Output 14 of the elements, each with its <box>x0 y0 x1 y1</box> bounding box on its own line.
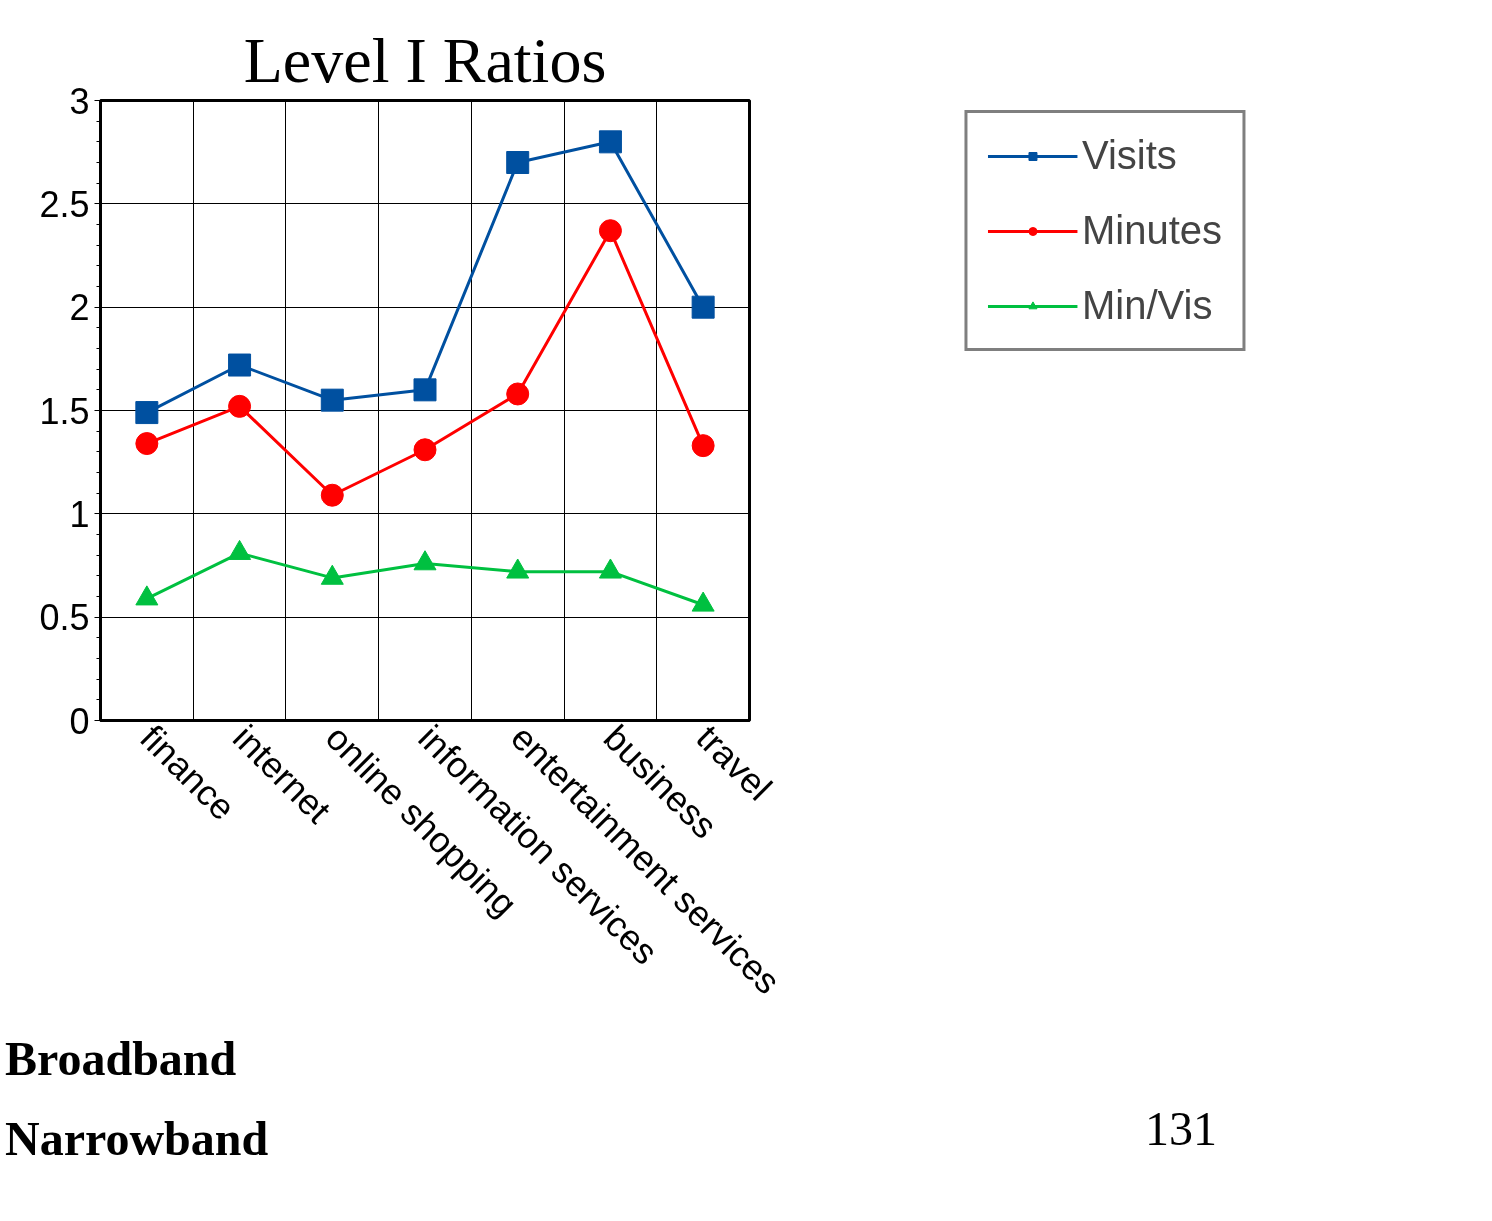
y-tick-label: 0 <box>69 700 90 742</box>
chart-title: Level I Ratios <box>243 24 607 96</box>
text: 131 <box>1145 1101 1217 1157</box>
y-tick-label: 1.5 <box>39 390 90 432</box>
text: Narrowband <box>5 1111 269 1167</box>
legend-label: Min/Vis <box>1081 283 1213 328</box>
legend-label: Minutes <box>1081 208 1223 253</box>
y-tick-label: 0.5 <box>39 597 90 639</box>
text: Broadband <box>5 1031 237 1087</box>
y-tick-label: 2 <box>69 287 90 329</box>
y-tick-label: 1 <box>69 493 90 535</box>
legend-label: Visits <box>1081 133 1177 178</box>
y-tick-label: 3 <box>69 80 90 122</box>
y-tick-label: 2.5 <box>39 183 90 225</box>
